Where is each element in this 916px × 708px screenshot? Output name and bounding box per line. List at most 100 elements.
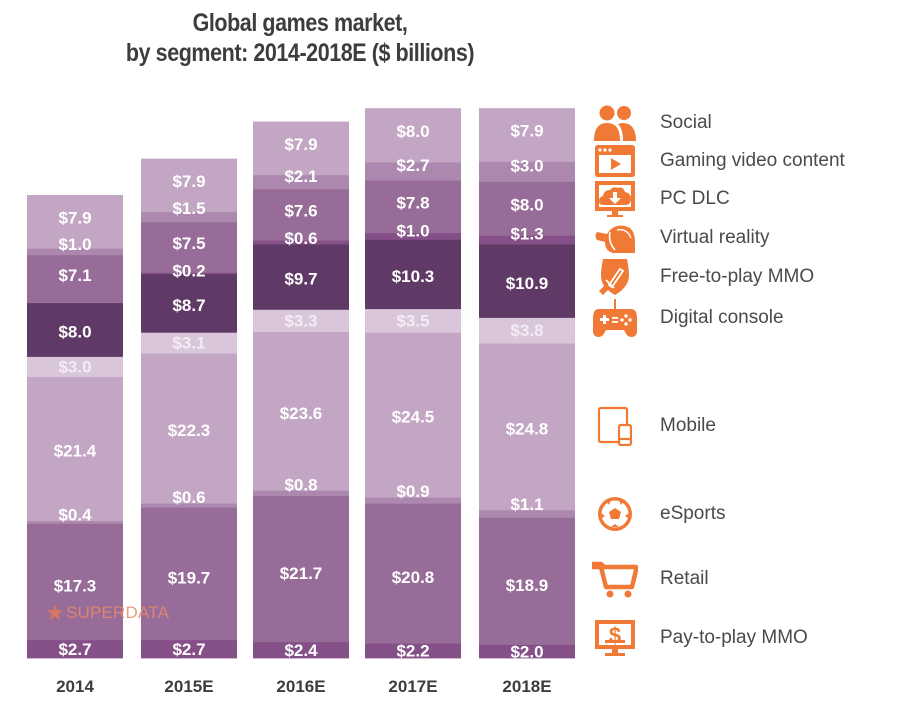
value-label-esports-2014: $0.4 xyxy=(58,506,92,525)
bar-segment-virtual-reality-2017e xyxy=(365,232,461,240)
value-label-gaming-video-content-2014: $1.0 xyxy=(58,235,91,254)
bar-segment-digital-console-2014 xyxy=(27,356,123,378)
bar-segment-retail-2015e xyxy=(141,507,237,641)
value-label-pay-to-play-mmo-2015e: $2.7 xyxy=(172,640,205,659)
value-label-digital-console-2015e: $3.1 xyxy=(172,334,205,353)
bar-segment-pay-to-play-mmo-2016e xyxy=(253,641,349,659)
star-icon: ★ xyxy=(45,600,65,625)
bar-segment-pay-to-play-mmo-2017e xyxy=(365,643,461,659)
bar-segment-free-to-play-mmo-2016e xyxy=(253,244,349,310)
value-label-pay-to-play-mmo-2017e: $2.2 xyxy=(396,642,429,661)
bar-segment-pay-to-play-mmo-2014 xyxy=(27,639,123,659)
tablet-phone-icon xyxy=(590,406,640,446)
bar-segment-social-2016e xyxy=(253,121,349,176)
bar-segment-pc-dlc-2018e xyxy=(479,181,575,236)
bar-segment-mobile-2016e xyxy=(253,331,349,491)
value-label-free-to-play-mmo-2017e: $10.3 xyxy=(392,267,435,286)
legend-item-pay-to-play-mmo: $ Pay-to-play MMO xyxy=(590,618,808,658)
legend-label: Gaming video content xyxy=(660,150,845,171)
bar-segment-gaming-video-content-2016e xyxy=(253,174,349,190)
value-label-digital-console-2016e: $3.3 xyxy=(284,312,317,331)
value-label-pc-dlc-2015e: $7.5 xyxy=(172,234,205,253)
bar-segment-digital-console-2018e xyxy=(479,317,575,344)
bar-segment-retail-2016e xyxy=(253,495,349,643)
value-label-free-to-play-mmo-2018e: $10.9 xyxy=(506,274,549,293)
bar-segment-social-2014 xyxy=(27,195,123,249)
x-tick-label-2015e: 2015E xyxy=(164,677,213,696)
legend-label: eSports xyxy=(660,503,726,524)
value-label-mobile-2018e: $24.8 xyxy=(506,420,549,439)
soccer-ball-icon xyxy=(590,494,640,534)
bar-segment-esports-2016e xyxy=(253,490,349,497)
legend-label: PC DLC xyxy=(660,188,730,209)
value-label-free-to-play-mmo-2015e: $8.7 xyxy=(172,296,205,315)
watermark-text: SUPERDATA xyxy=(65,603,170,622)
bar-segment-free-to-play-mmo-2017e xyxy=(365,239,461,310)
bar-segment-esports-2018e xyxy=(479,509,575,518)
bar-segment-digital-console-2017e xyxy=(365,308,461,333)
value-labels: $2.7 $17.3 $0.4 $21.4 $3.0 $8.0 $7.1 $1.0 $7.9 $2… xyxy=(54,122,549,662)
bar-segment-social-2017e xyxy=(365,108,461,163)
value-label-social-2016e: $7.9 xyxy=(284,135,317,154)
bar-segment-retail-2014 xyxy=(27,523,123,641)
bar-segment-free-to-play-mmo-2015e xyxy=(141,273,237,333)
bar-segment-pc-dlc-2014 xyxy=(27,254,123,304)
bar-segment-pc-dlc-2016e xyxy=(253,188,349,241)
value-label-virtual-reality-2016e: $0.6 xyxy=(284,229,317,248)
monitor-dollar-icon: $ xyxy=(590,618,640,658)
bar-segment-mobile-2018e xyxy=(479,343,575,511)
legend-item-gaming-video-content: Gaming video content xyxy=(590,141,845,181)
value-label-digital-console-2018e: $3.8 xyxy=(510,321,543,340)
bar-segment-gaming-video-content-2015e xyxy=(141,211,237,223)
value-label-virtual-reality-2015e: $0.2 xyxy=(172,261,205,280)
value-label-gaming-video-content-2015e: $1.5 xyxy=(172,199,205,218)
chart-title-line-1: Global games market, xyxy=(192,9,408,37)
bar-segment-gaming-video-content-2017e xyxy=(365,162,461,181)
x-tick-label-2014: 2014 xyxy=(56,677,94,696)
legend-label: Social xyxy=(660,112,712,133)
x-tick-label-2017e: 2017E xyxy=(388,677,437,696)
legend-item-free-to-play-mmo: Free-to-play MMO xyxy=(590,257,814,297)
value-label-pc-dlc-2016e: $7.6 xyxy=(284,202,317,221)
bar-segment-digital-console-2016e xyxy=(253,309,349,332)
shopping-cart-icon xyxy=(590,559,640,599)
bar-segment-social-2018e xyxy=(479,108,575,162)
value-label-pc-dlc-2017e: $7.8 xyxy=(396,193,429,212)
legend-label: Retail xyxy=(660,568,709,589)
value-label-gaming-video-content-2016e: $2.1 xyxy=(284,167,317,186)
bars xyxy=(27,108,575,659)
bar-segment-mobile-2017e xyxy=(365,332,461,498)
value-label-digital-console-2014: $3.0 xyxy=(58,358,91,377)
value-label-virtual-reality-2017e: $1.0 xyxy=(396,222,429,241)
value-label-gaming-video-content-2017e: $2.7 xyxy=(396,156,429,175)
value-label-free-to-play-mmo-2014: $8.0 xyxy=(58,323,91,342)
value-label-pay-to-play-mmo-2014: $2.7 xyxy=(58,640,91,659)
gamepad-icon xyxy=(590,298,640,338)
legend-item-digital-console: Digital console xyxy=(590,298,784,338)
bar-segment-pay-to-play-mmo-2015e xyxy=(141,639,237,659)
value-label-esports-2016e: $0.8 xyxy=(284,475,317,494)
value-label-gaming-video-content-2018e: $3.0 xyxy=(510,156,543,175)
bar-segment-mobile-2014 xyxy=(27,376,123,522)
vr-headset-icon xyxy=(590,218,640,258)
bar-segment-retail-2018e xyxy=(479,517,575,645)
value-label-pay-to-play-mmo-2018e: $2.0 xyxy=(510,642,543,661)
bar-segment-virtual-reality-2015e xyxy=(141,272,237,275)
legend-item-esports: eSports xyxy=(590,494,725,534)
bar-segment-pc-dlc-2015e xyxy=(141,221,237,273)
bar-segment-gaming-video-content-2018e xyxy=(479,161,575,182)
bar-segment-free-to-play-mmo-2018e xyxy=(479,244,575,318)
legend-item-retail: Retail xyxy=(590,559,709,599)
x-tick-label-2018e: 2018E xyxy=(502,677,551,696)
bar-segment-gaming-video-content-2014 xyxy=(27,248,123,256)
bar-segment-digital-console-2015e xyxy=(141,332,237,354)
legend-label: Digital console xyxy=(660,307,784,328)
x-tick-label-2016e: 2016E xyxy=(276,677,325,696)
shield-sword-icon xyxy=(590,257,640,297)
superdata-watermark: ★SUPERDATA xyxy=(45,600,169,626)
bar-segment-social-2015e xyxy=(141,158,237,213)
chart-title: Global games market, by segment: 2014-20… xyxy=(42,8,558,68)
x-axis-labels: 2014 2015E 2016E 2017E 2018E xyxy=(56,677,552,696)
bar-segment-esports-2014 xyxy=(27,520,123,524)
value-label-pc-dlc-2014: $7.1 xyxy=(58,266,91,285)
